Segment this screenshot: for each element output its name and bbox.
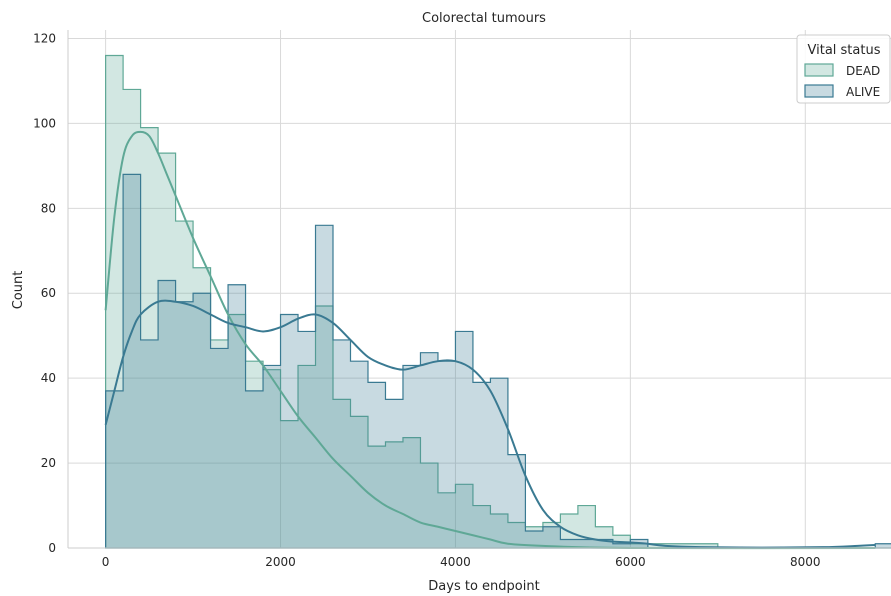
y-tick-label: 60 [41,286,56,300]
y-tick-label: 20 [41,456,56,470]
legend-label-alive: ALIVE [846,85,880,99]
hist-fill-alive [105,174,891,548]
y-tick-label: 0 [48,541,56,555]
y-tick-label: 40 [41,371,56,385]
axes [67,30,891,549]
legend-frame [796,34,891,104]
x-tick-label: 4000 [440,555,471,569]
x-tick-label: 8000 [790,555,821,569]
legend: Vital status DEAD ALIVE [796,34,891,104]
kde-curves [104,130,876,550]
kde-line-dead [104,130,876,550]
legend-title: Vital status [808,43,881,58]
x-tick-label: 6000 [615,555,646,569]
plot-area [68,30,891,548]
x-tick-label: 2000 [265,555,296,569]
kde-line-alive [104,299,876,549]
y-tick-label: 120 [33,31,56,45]
y-axis-label: Count [11,271,26,310]
y-tick-labels: 0 20 40 60 80 100 120 [33,31,56,555]
hist-fill-dead [105,55,891,548]
legend-swatch-dead [804,63,834,77]
legend-label-dead: DEAD [846,64,880,78]
y-tick-label: 80 [41,201,56,215]
x-tick-labels: 0 2000 4000 6000 8000 [102,555,821,569]
y-tick-label: 100 [33,116,56,130]
x-axis-label: Days to endpoint [428,579,539,594]
x-tick-label: 0 [102,555,110,569]
legend-swatch-alive [804,84,834,98]
chart-title: Colorectal tumours [422,11,546,26]
